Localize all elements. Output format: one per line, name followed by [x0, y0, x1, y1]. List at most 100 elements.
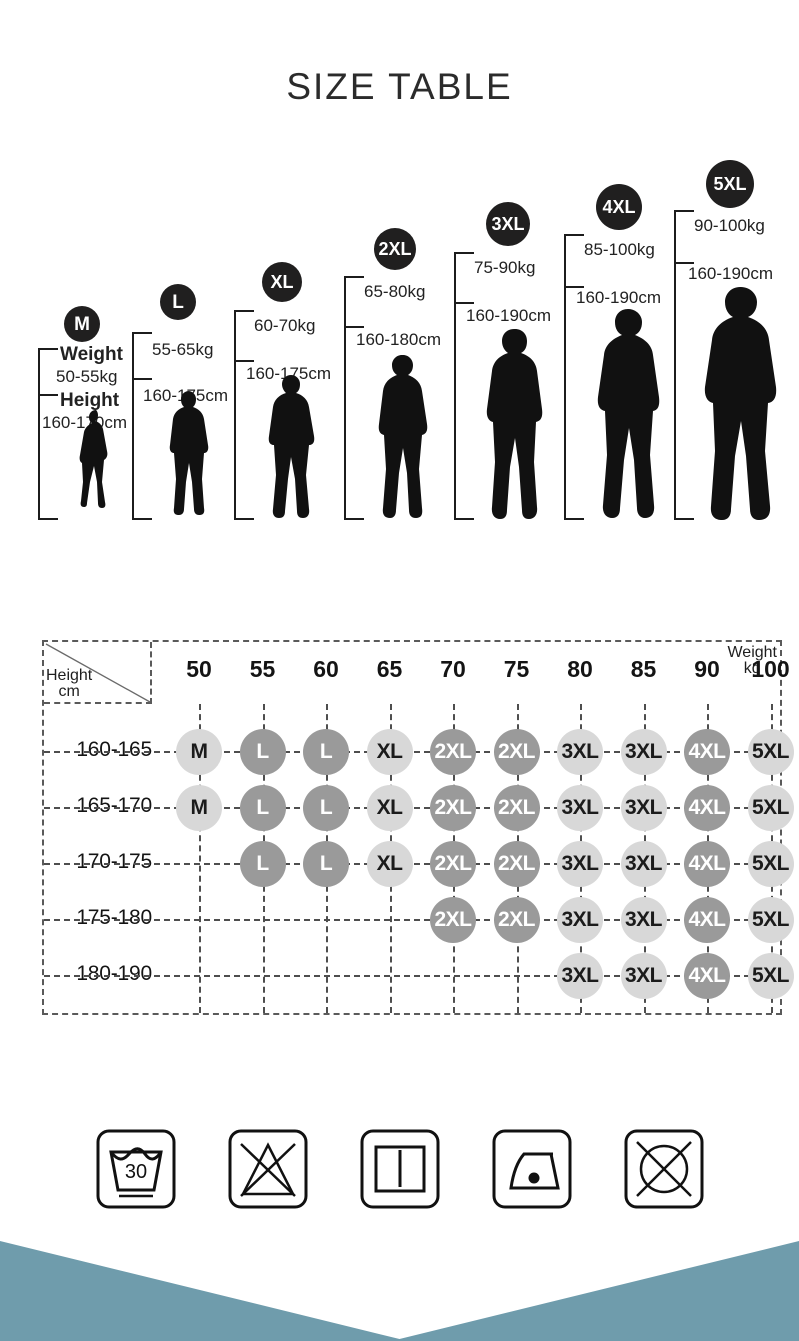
table-corner-cell: [44, 642, 152, 704]
size-cell-160-165-90: 4XL: [684, 729, 730, 775]
silhouette-xl: [260, 374, 320, 520]
size-cell-170-175-100: 5XL: [747, 841, 794, 887]
size-cell-165-170-65: XL: [366, 785, 413, 831]
size-cell-160-165-85: 3XL: [620, 729, 667, 775]
size-cell-160-165-70: 2XL: [430, 729, 476, 775]
col-header-55: 55: [249, 656, 276, 682]
iron-low-icon: [491, 1128, 573, 1210]
row-header-165-170: 165-170: [76, 794, 152, 817]
row-header-175-180: 175-180: [76, 906, 152, 929]
bracket-4xl: [564, 234, 584, 520]
size-cell-170-175-90: 4XL: [684, 841, 730, 887]
weight-label-m: Weight: [60, 344, 123, 365]
size-cell-165-170-55: L: [239, 785, 286, 831]
size-cell-170-175-60: L: [303, 841, 349, 887]
grid-hline-175-180: [44, 919, 780, 921]
row-header-180-190: 180-190: [76, 962, 152, 985]
weight-value-3xl: 75-90kg: [474, 258, 536, 277]
grid-vline-50: [199, 704, 201, 1013]
size-badge-4xl: 4XL: [596, 184, 642, 230]
corner-height-unit: cm: [58, 683, 80, 701]
col-header-75: 75: [503, 656, 530, 682]
weight-value-2xl: 65-80kg: [364, 282, 426, 301]
size-cell-160-165-55: L: [239, 729, 286, 775]
weight-value-5xl: 90-100kg: [694, 216, 765, 235]
size-group-3xl: 3XL 75-90kg 160-190cm: [446, 150, 606, 550]
size-cell-175-180-85: 3XL: [620, 897, 667, 943]
col-header-65: 65: [376, 656, 403, 682]
size-badge-3xl: 3XL: [486, 202, 530, 246]
bracket-l: [132, 332, 152, 520]
size-cell-175-180-75: 2XL: [493, 897, 540, 943]
silhouette-4xl: [590, 308, 664, 520]
size-cell-165-170-85: 3XL: [620, 785, 667, 831]
size-cell-180-190-90: 4XL: [684, 953, 730, 999]
size-cell-160-165-50: M: [176, 729, 222, 775]
silhouette-2xl: [370, 354, 432, 520]
weight-value-xl: 60-70kg: [254, 316, 316, 335]
do-not-dry-clean-icon: [623, 1128, 705, 1210]
size-group-4xl: 4XL 85-100kg 160-190cm: [556, 150, 726, 550]
size-group-m: M Weight 50-55kg Height 160-170cm: [38, 150, 168, 550]
row-header-160-165: 160-165: [76, 738, 152, 761]
col-header-80: 80: [567, 656, 593, 682]
silhouette-m: [68, 408, 120, 520]
size-cell-165-170-50: M: [176, 785, 222, 831]
bracket-m: [38, 348, 58, 520]
size-badge-2xl: 2XL: [374, 228, 416, 270]
col-header-100: 100: [751, 656, 790, 682]
size-cell-160-165-100: 5XL: [747, 729, 794, 775]
corner-height-label: Height cm: [46, 667, 93, 701]
col-header-85: 85: [630, 656, 657, 682]
size-cell-165-170-75: 2XL: [493, 785, 540, 831]
size-group-2xl: 2XL 65-80kg 160-180cm: [340, 150, 490, 550]
size-cell-170-175-55: L: [239, 841, 286, 887]
col-header-70: 70: [440, 656, 466, 682]
size-badge-5xl: 5XL: [706, 160, 754, 208]
size-cell-165-170-70: 2XL: [430, 785, 476, 831]
size-group-5xl: 5XL 90-100kg 160-190cm: [660, 150, 799, 550]
size-cell-165-170-100: 5XL: [747, 785, 794, 831]
weight-value-4xl: 85-100kg: [584, 240, 655, 259]
height-value-2xl: 160-180cm: [356, 330, 442, 349]
drip-dry-icon: [359, 1128, 441, 1210]
corner-height-text: Height: [46, 667, 93, 684]
size-cell-170-175-75: 2XL: [493, 841, 540, 887]
size-badge-l: L: [160, 284, 196, 320]
page-title: SIZE TABLE: [286, 66, 513, 107]
col-header-60: 60: [313, 656, 339, 682]
size-cell-170-175-65: XL: [366, 841, 413, 887]
size-cell-160-165-80: 3XL: [557, 729, 603, 775]
height-value-4xl: 160-190cm: [576, 288, 662, 307]
size-badge-m: M: [64, 306, 100, 342]
height-value-m: 160-170cm: [42, 413, 128, 432]
size-cell-180-190-100: 5XL: [747, 953, 794, 999]
height-value-3xl: 160-190cm: [466, 306, 552, 325]
height-value-5xl: 160-190cm: [688, 264, 774, 283]
size-cell-160-165-65: XL: [366, 729, 413, 775]
size-cell-170-175-70: 2XL: [430, 841, 476, 887]
grid-hline-180-190: [44, 975, 780, 977]
wash-30-icon: 30: [95, 1128, 177, 1210]
height-label-m: Height: [60, 390, 120, 411]
bracket-2xl: [344, 276, 364, 520]
row-header-170-175: 170-175: [76, 850, 152, 873]
size-cell-180-190-85: 3XL: [620, 953, 667, 999]
col-header-90: 90: [694, 656, 720, 682]
size-cell-160-165-60: L: [303, 729, 349, 775]
size-badge-xl: XL: [262, 262, 302, 302]
height-value-xl: 160-175cm: [246, 364, 332, 383]
size-cell-160-165-75: 2XL: [493, 729, 540, 775]
size-cell-175-180-80: 3XL: [557, 897, 603, 943]
size-cell-175-180-70: 2XL: [430, 897, 476, 943]
size-cell-165-170-90: 4XL: [684, 785, 730, 831]
wash-temp-text: 30: [124, 1161, 146, 1183]
silhouette-5xl: [696, 286, 782, 520]
corner-weight-unit: kg: [743, 660, 761, 678]
size-cell-170-175-80: 3XL: [557, 841, 603, 887]
size-figures-section: M Weight 50-55kg Height 160-170cm L 55-6…: [0, 150, 799, 550]
size-group-xl: XL 60-70kg 160-175cm: [234, 150, 374, 550]
do-not-bleach-icon: [227, 1128, 309, 1210]
size-cell-165-170-60: L: [303, 785, 349, 831]
